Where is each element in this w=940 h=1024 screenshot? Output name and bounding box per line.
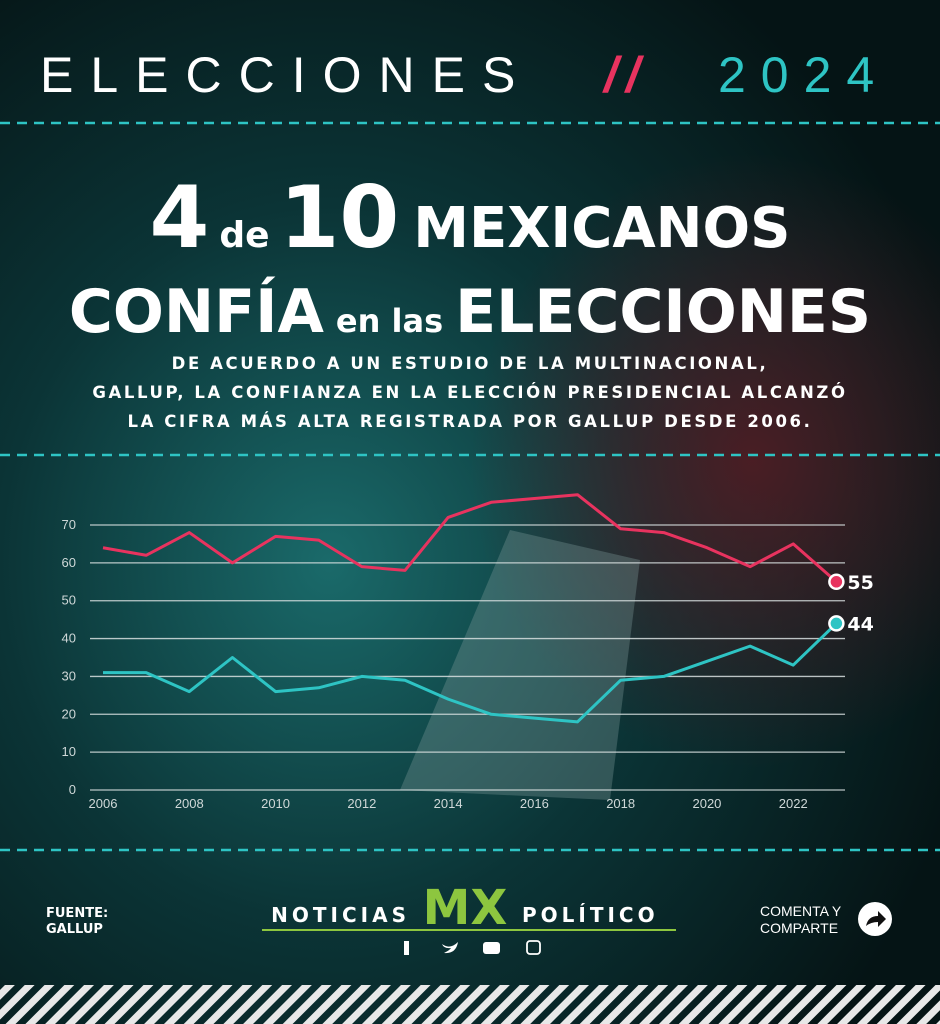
series-line xyxy=(103,622,838,724)
icon-twitter[interactable] xyxy=(442,942,458,954)
headline-part: en las xyxy=(336,302,443,340)
subtitle-line: LA CIFRA MÁS ALTA REGISTRADA POR GALLUP … xyxy=(127,412,812,431)
icon-youtube[interactable] xyxy=(483,942,500,954)
header-separator: // xyxy=(602,47,648,103)
x-tick-label: 2006 xyxy=(89,796,118,811)
y-tick-label: 70 xyxy=(62,517,76,532)
subtitle-line: GALLUP, LA CONFIANZA EN LA ELECCIÓN PRES… xyxy=(92,383,847,402)
y-tick-label: 40 xyxy=(62,631,76,646)
x-tick-label: 2016 xyxy=(520,796,549,811)
y-tick-label: 60 xyxy=(62,555,76,570)
x-tick-label: 2020 xyxy=(692,796,721,811)
header-word: ELECCIONES xyxy=(40,47,532,103)
headline-part: 10 xyxy=(280,168,400,268)
share-arrow xyxy=(866,911,886,927)
series-line xyxy=(102,493,838,583)
x-tick-label: 2010 xyxy=(261,796,290,811)
x-tick-label: 2008 xyxy=(175,796,204,811)
subtitle-line: DE ACUERDO A UN ESTUDIO DE LA MULTINACIO… xyxy=(172,354,769,373)
y-tick-label: 50 xyxy=(62,593,76,608)
headline-part: CONFÍA xyxy=(69,275,325,347)
ballot-shape xyxy=(400,530,640,800)
icon-instagram[interactable] xyxy=(526,940,541,955)
x-tick-label: 2022 xyxy=(779,796,808,811)
headline-line2: CONFÍA en las ELECCIONES xyxy=(69,275,871,347)
x-tick-label: 2012 xyxy=(347,796,376,811)
headline-part: de xyxy=(219,215,269,256)
end-point xyxy=(828,615,845,632)
header-year: 2024 xyxy=(718,47,889,103)
x-tick-label: 2014 xyxy=(434,796,463,811)
headline-part: 4 xyxy=(150,168,210,268)
logo-left: NOTICIAS xyxy=(271,903,410,927)
y-tick-label: 30 xyxy=(62,668,76,683)
logo-mx: MX xyxy=(423,880,508,936)
end-point xyxy=(828,573,845,591)
headline-line1: 4 de 10 MEXICANOS xyxy=(150,168,791,268)
line-chart: 0 10 20 30 40 50 60 70 2006 2008 2010 2012 2014 2016 2… xyxy=(62,493,874,811)
end-label: 44 xyxy=(847,613,873,635)
end-label: 55 xyxy=(847,572,873,594)
cta-line: COMENTA Y xyxy=(760,903,842,919)
x-tick-label: 2018 xyxy=(606,796,635,811)
headline-part: ELECCIONES xyxy=(455,277,871,347)
cta-line: COMPARTE xyxy=(760,920,838,936)
headline-part: MEXICANOS xyxy=(413,196,790,261)
icon-facebook[interactable] xyxy=(404,941,409,955)
social-icons xyxy=(404,940,541,955)
y-tick-label: 10 xyxy=(62,744,76,759)
footer-stripes xyxy=(0,985,940,1024)
logo-right: POLÍTICO xyxy=(522,903,659,927)
source-name: GALLUP xyxy=(46,922,103,937)
source-label: FUENTE: xyxy=(46,906,108,921)
y-tick-label: 0 xyxy=(69,782,76,797)
y-tick-label: 20 xyxy=(62,706,76,721)
